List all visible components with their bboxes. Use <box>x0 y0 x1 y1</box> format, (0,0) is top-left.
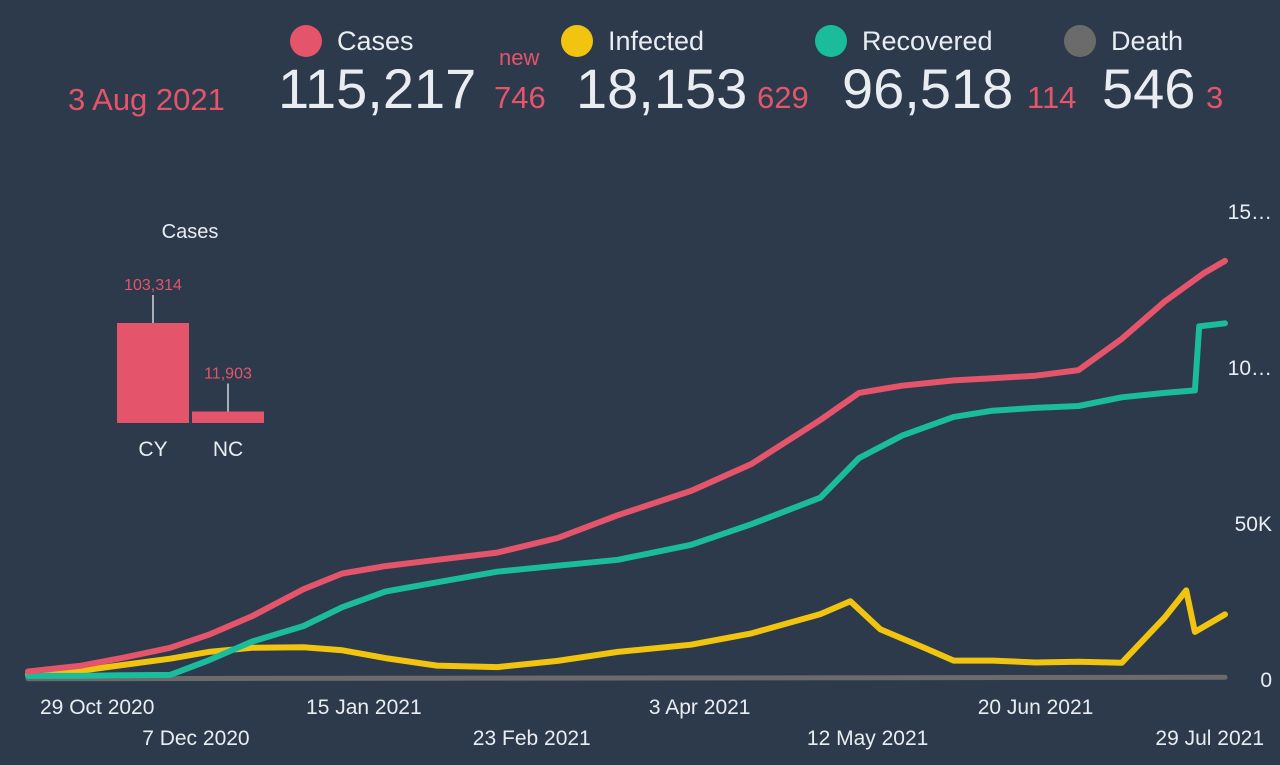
cases-new: 746 <box>494 80 546 115</box>
legend-recovered[interactable]: Recovered <box>815 24 993 58</box>
bar-category-label: NC <box>213 438 243 461</box>
x-tick-label: 29 Jul 2021 <box>1155 727 1264 750</box>
infected-total: 18,153 <box>576 57 748 120</box>
line-chart: 0 50K 10… 15… 29 Oct 2020 7 Dec 2020 15 Jan 2… <box>25 201 1272 750</box>
x-tick-label: 20 Jun 2021 <box>978 696 1094 719</box>
infected-dot-icon <box>561 25 593 57</box>
y-tick-labels: 0 50K 10… 15… <box>1228 201 1272 692</box>
x-tick-label: 23 Feb 2021 <box>473 727 591 750</box>
bar-nc[interactable] <box>192 411 264 423</box>
death-label: Death <box>1111 25 1184 56</box>
bar-value-label: 103,314 <box>124 277 182 294</box>
cases-total: 115,217 <box>278 57 477 120</box>
death-total: 546 <box>1102 57 1196 120</box>
legend-death[interactable]: Death <box>1064 24 1183 58</box>
legend-cases[interactable]: Cases <box>290 24 414 58</box>
x-tick-label: 12 May 2021 <box>807 727 928 750</box>
y-tick-label: 15… <box>1228 201 1272 224</box>
bar-category-label: CY <box>138 438 167 461</box>
bar-chart-title: Cases <box>162 221 219 243</box>
y-tick-label: 50K <box>1235 513 1272 536</box>
series-line-recovered <box>25 320 1228 679</box>
y-tick-label: 10… <box>1228 357 1272 380</box>
series-line-death <box>25 674 1228 682</box>
x-tick-label: 15 Jan 2021 <box>306 696 422 719</box>
infected-new: 629 <box>757 80 809 115</box>
x-tick-labels: 29 Oct 2020 7 Dec 2020 15 Jan 2021 23 Feb 2… <box>40 696 1264 750</box>
recovered-total: 96,518 <box>842 57 1014 120</box>
current-date: 3 Aug 2021 <box>68 82 225 117</box>
recovered-new: 114 <box>1027 80 1077 115</box>
cases-dot-icon <box>290 25 322 57</box>
x-tick-label: 7 Dec 2020 <box>142 727 249 750</box>
bar-value-labels: 103,314 11,903 <box>124 277 252 412</box>
series-lines <box>25 257 1228 682</box>
bar-chart: Cases 103,314 11,903 CY NC <box>117 221 264 461</box>
bars-group <box>117 323 264 423</box>
bar-value-label: 11,903 <box>204 365 252 382</box>
legend-infected[interactable]: Infected <box>561 24 704 58</box>
recovered-label: Recovered <box>862 25 993 56</box>
x-tick-label: 3 Apr 2021 <box>649 696 751 719</box>
recovered-dot-icon <box>815 25 847 57</box>
bar-category-labels: CY NC <box>138 438 243 461</box>
new-label: new <box>499 45 540 70</box>
infected-label: Infected <box>608 25 705 56</box>
y-tick-label: 0 <box>1260 669 1272 692</box>
death-new: 3 <box>1206 80 1224 115</box>
death-dot-icon <box>1064 25 1096 57</box>
bar-cy[interactable] <box>117 323 189 423</box>
cases-label: Cases <box>337 25 414 56</box>
series-line-cases <box>25 257 1228 675</box>
x-tick-label: 29 Oct 2020 <box>40 696 154 719</box>
